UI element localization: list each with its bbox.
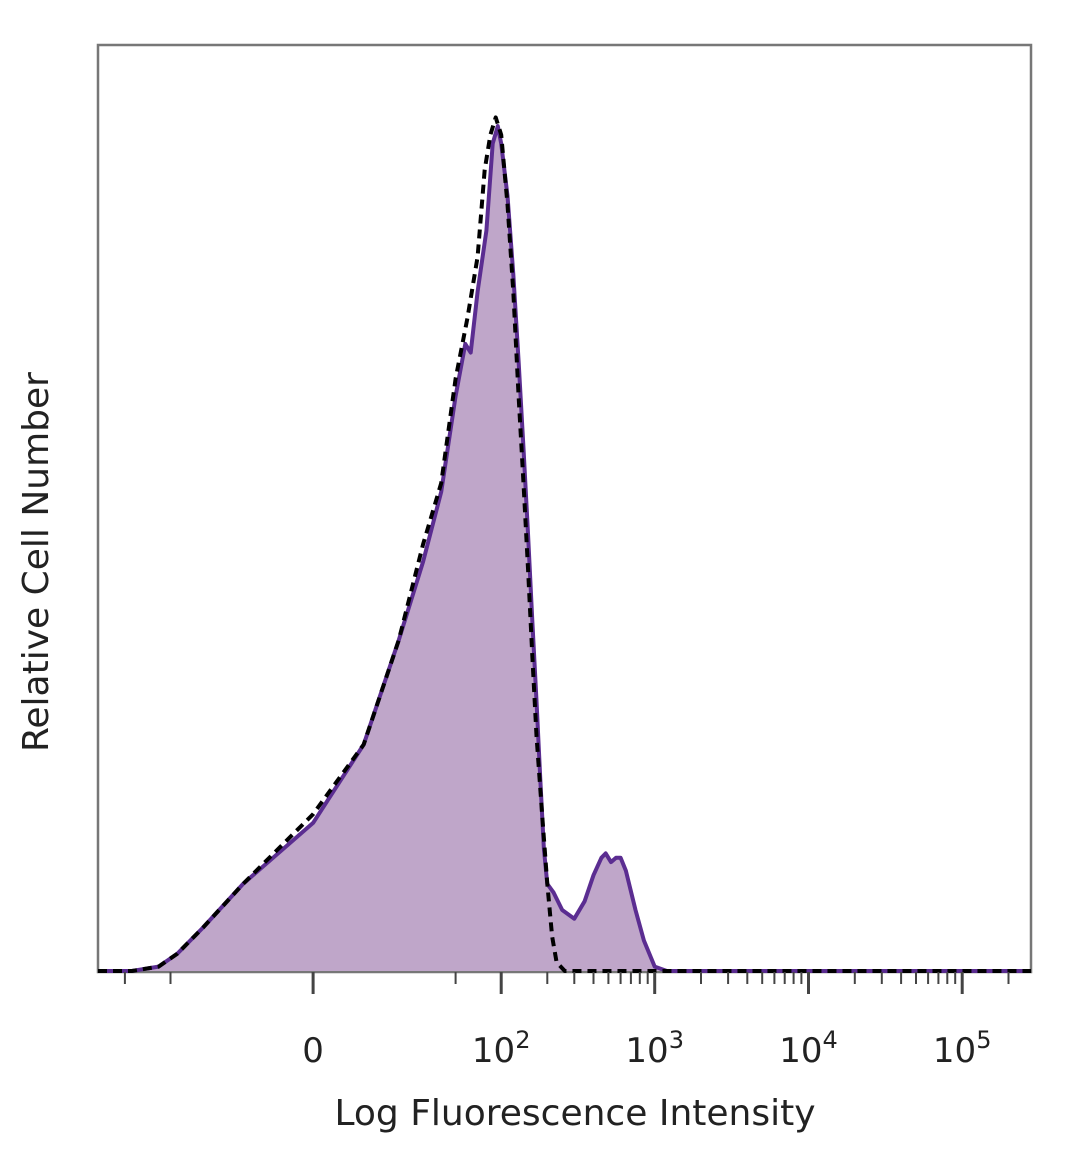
series-layer [98,115,1031,973]
plot-frame [96,43,1033,974]
stained-histogram-fill [98,126,1031,972]
x-ticks [123,972,1010,994]
x-tick-label: 0 [302,1031,324,1071]
x-tick-label: 104 [779,1026,838,1071]
x-tick-labels: 0 102 103 104 105 [302,1026,991,1071]
x-tick-label: 105 [933,1026,992,1071]
x-axis-title: Log Fluorescence Intensity [334,1093,815,1134]
x-tick-label: 103 [625,1026,684,1071]
x-tick-label: 102 [472,1026,531,1071]
stained-histogram-line [98,124,1031,973]
y-axis-title: Relative Cell Number [16,372,57,752]
control-histogram-line [98,115,1031,973]
